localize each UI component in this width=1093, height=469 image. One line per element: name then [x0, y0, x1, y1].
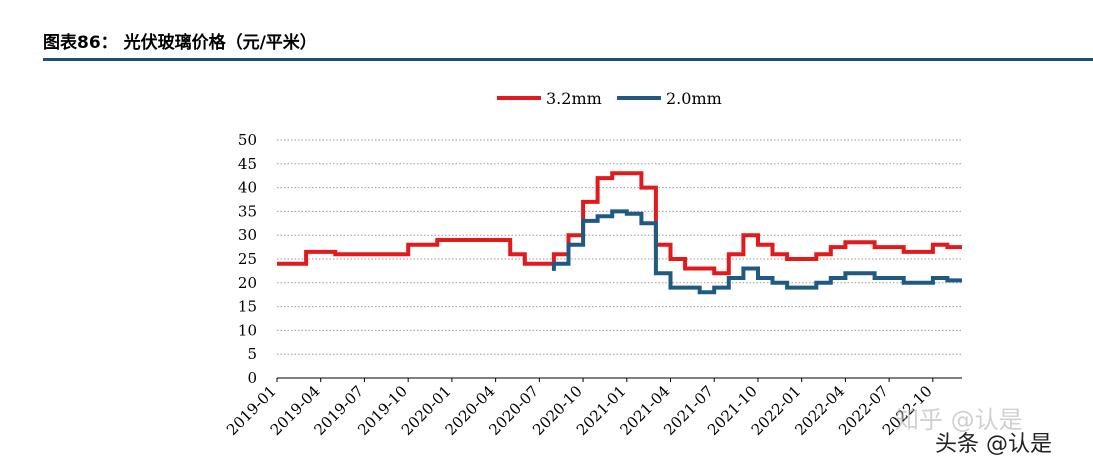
series-line-2-0mm — [551, 209, 962, 295]
y-tick-label: 30 — [238, 226, 257, 244]
y-tick-label: 5 — [247, 345, 257, 363]
figure-title: 图表86： 光伏玻璃价格（元/平米） — [43, 33, 317, 53]
title-divider — [43, 58, 1093, 61]
y-tick-label: 10 — [238, 321, 257, 339]
y-tick-label: 35 — [238, 202, 257, 220]
series-line-3-2mm — [277, 171, 962, 276]
y-tick-label: 40 — [238, 179, 257, 197]
y-tick-label: 15 — [238, 298, 257, 316]
y-tick-label: 0 — [247, 369, 257, 387]
legend-label: 3.2mm — [546, 89, 602, 108]
y-tick-label: 20 — [238, 274, 257, 292]
y-tick-label: 50 — [238, 131, 257, 149]
y-tick-label: 45 — [238, 155, 257, 173]
watermark-main: 头条 @认是 — [935, 432, 1052, 457]
y-tick-label: 25 — [238, 250, 257, 268]
watermark-faded: 知乎 @认是 — [895, 406, 1023, 434]
figure-title-bar: 图表86： 光伏玻璃价格（元/平米） — [43, 28, 1093, 54]
legend-label: 2.0mm — [666, 89, 722, 108]
